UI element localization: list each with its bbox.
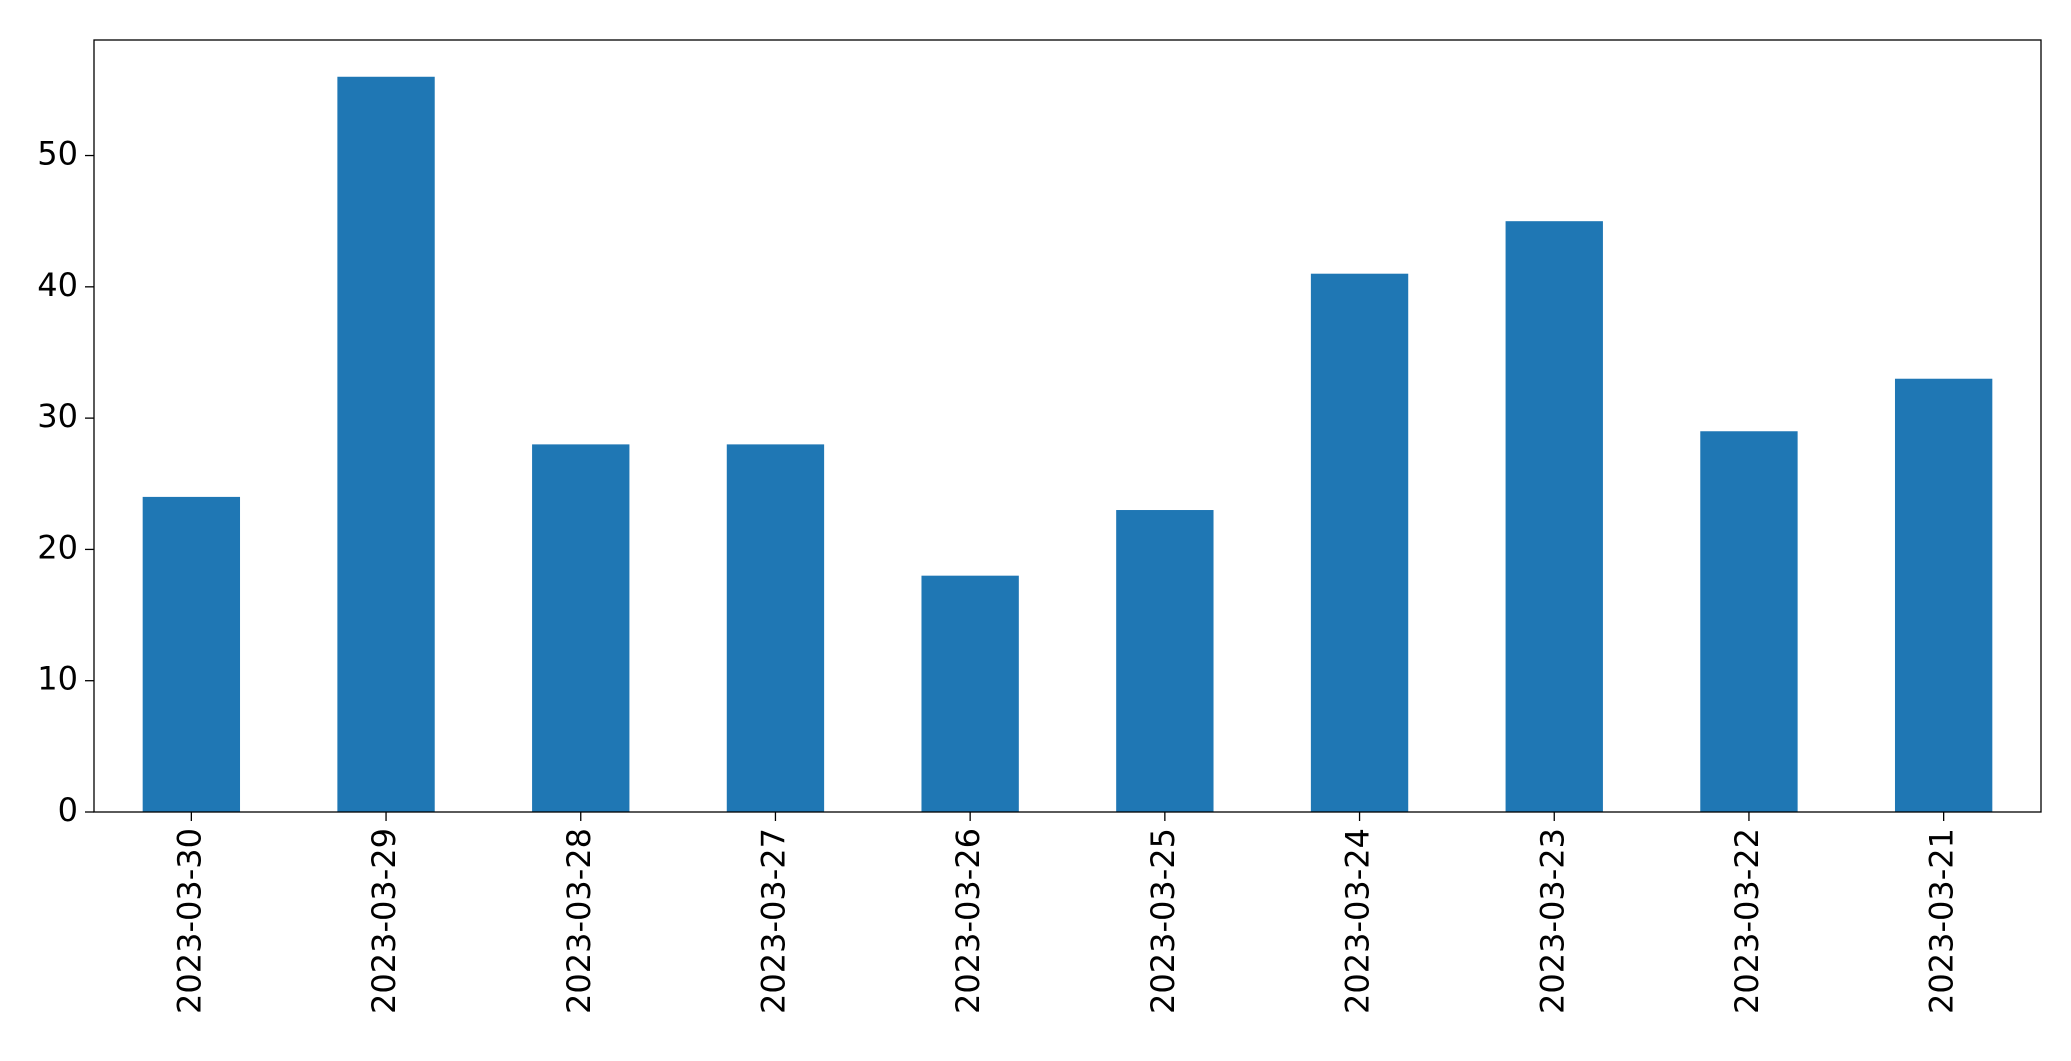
bar xyxy=(1505,221,1603,813)
x-tick-label: 2023-03-23 xyxy=(1533,828,1571,1014)
bar xyxy=(921,575,1019,812)
x-tick-label: 2023-03-22 xyxy=(1728,828,1766,1014)
bar xyxy=(337,76,435,812)
x-tick-label: 2023-03-30 xyxy=(170,828,208,1014)
y-tick-label: 50 xyxy=(37,135,78,173)
x-tick-label: 2023-03-29 xyxy=(365,828,403,1014)
y-tick-label: 40 xyxy=(37,266,78,304)
x-tick-label: 2023-03-25 xyxy=(1144,828,1182,1014)
bar xyxy=(142,496,241,812)
x-tick-label: 2023-03-27 xyxy=(754,828,792,1014)
x-tick-label: 2023-03-28 xyxy=(560,828,598,1014)
bar xyxy=(1310,273,1409,812)
bar xyxy=(1116,510,1214,812)
bar xyxy=(1700,431,1798,812)
y-tick-label: 0 xyxy=(58,791,78,829)
y-tick-label: 10 xyxy=(37,660,78,698)
plot-frame xyxy=(93,39,2042,813)
y-tick-label: 30 xyxy=(37,397,78,435)
bar xyxy=(532,444,630,812)
bar xyxy=(726,444,825,812)
y-tick-label: 20 xyxy=(37,528,78,566)
x-tick-label: 2023-03-26 xyxy=(949,828,987,1014)
bar xyxy=(1894,378,1993,812)
x-tick-label: 2023-03-24 xyxy=(1339,828,1377,1014)
x-tick-label: 2023-03-21 xyxy=(1923,828,1961,1014)
